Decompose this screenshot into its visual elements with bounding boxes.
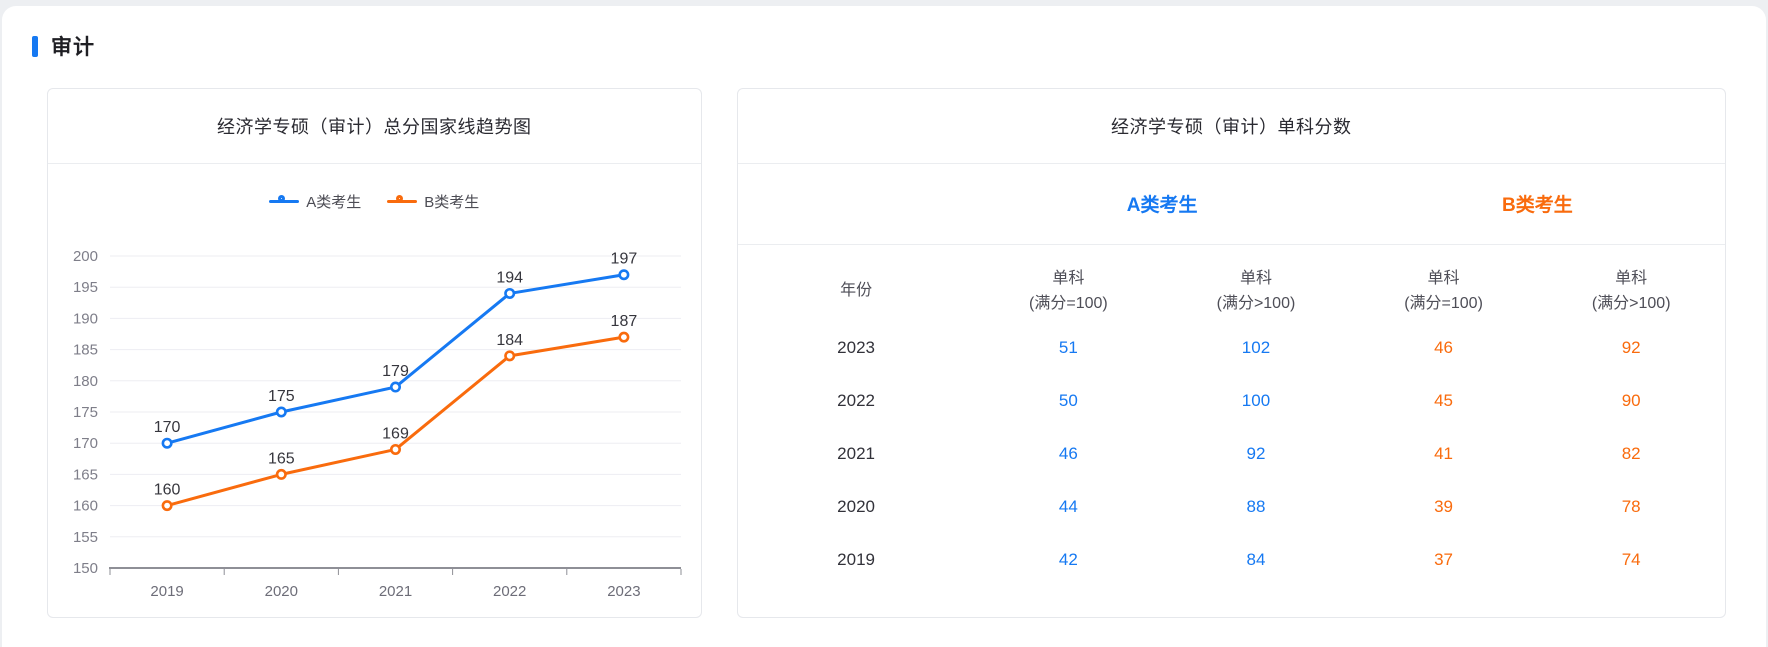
svg-text:184: 184 <box>496 332 523 349</box>
group-header-b: B类考生 <box>1349 164 1725 245</box>
table-row: 2022 50 100 45 90 <box>738 375 1725 428</box>
svg-text:165: 165 <box>268 450 295 467</box>
score-cell: 46 <box>1434 338 1454 357</box>
svg-text:169: 169 <box>382 425 409 442</box>
score-cell: 45 <box>1434 391 1454 410</box>
table-row: 2019 42 84 37 74 <box>738 534 1725 587</box>
score-cell: 50 <box>1058 391 1078 410</box>
svg-text:175: 175 <box>73 404 98 421</box>
svg-text:200: 200 <box>73 248 98 265</box>
table-row: 2021 46 92 41 82 <box>738 428 1725 481</box>
table-row: 2020 44 88 39 78 <box>738 481 1725 534</box>
score-cell: 90 <box>1621 391 1641 410</box>
section-title: 审计 <box>51 36 95 59</box>
svg-text:2020: 2020 <box>264 583 297 600</box>
group-header-a: A类考生 <box>974 164 1350 245</box>
section-marker-icon <box>32 35 38 57</box>
svg-text:2021: 2021 <box>379 583 412 600</box>
svg-text:187: 187 <box>610 313 637 330</box>
score-cell: 84 <box>1246 550 1266 569</box>
score-table: A类考生 B类考生 年份 单科 <box>737 164 1725 587</box>
chart-legend: A类考生 B类考生 <box>269 190 479 212</box>
svg-text:2023: 2023 <box>607 583 640 600</box>
svg-text:175: 175 <box>268 388 295 405</box>
svg-text:155: 155 <box>73 529 98 546</box>
score-cell: 92 <box>1246 444 1266 463</box>
legend-item-b[interactable]: B类考生 <box>387 191 479 212</box>
score-card-header: 经济学专硕（审计）单科分数 <box>737 89 1725 164</box>
column-header-a-single: 单科 (满分=100) <box>1029 269 1108 312</box>
svg-text:170: 170 <box>73 435 98 452</box>
svg-text:2022: 2022 <box>493 583 526 600</box>
line-series-marker-icon <box>269 194 300 203</box>
svg-text:190: 190 <box>73 310 98 327</box>
svg-text:195: 195 <box>73 279 98 296</box>
svg-text:170: 170 <box>154 419 181 436</box>
legend-label: A类考生 <box>306 193 362 211</box>
legend-item-a[interactable]: A类考生 <box>269 191 361 212</box>
svg-text:160: 160 <box>154 482 181 499</box>
column-header-b-single: 单科 (满分=100) <box>1404 269 1483 312</box>
score-table-card: 经济学专硕（审计）单科分数 A类考生 B类考生 <box>736 88 1726 618</box>
score-cell: 37 <box>1434 550 1454 569</box>
group-header-spacer <box>737 164 975 245</box>
svg-text:165: 165 <box>73 466 98 483</box>
score-cell: 100 <box>1241 391 1271 410</box>
year-cell: 2020 <box>837 497 875 516</box>
year-cell: 2023 <box>837 338 875 357</box>
svg-text:180: 180 <box>73 373 98 390</box>
score-cell: 39 <box>1434 497 1454 516</box>
trend-chart-title: 经济学专硕（审计）总分国家线趋势图 <box>217 117 532 137</box>
svg-text:2019: 2019 <box>150 583 183 600</box>
column-header-year: 年份 <box>840 282 873 299</box>
year-cell: 2021 <box>837 444 875 463</box>
trend-line-chart-canvas[interactable]: 150 155 160 165 170 175 180 185 190 195 200 2019 202… <box>48 221 701 617</box>
score-cell: 92 <box>1621 338 1641 357</box>
score-card-title: 经济学专硕（审计）单科分数 <box>1111 117 1352 137</box>
chart-body: A类考生 B类考生 150 155 160 165 170 175 180 185 190 195… <box>48 164 701 617</box>
score-cell: 51 <box>1058 338 1078 357</box>
score-cell: 82 <box>1621 444 1641 463</box>
score-cell: 74 <box>1621 550 1641 569</box>
score-cell: 44 <box>1058 497 1078 516</box>
table-group-header-row: A类考生 B类考生 <box>737 164 1725 245</box>
svg-text:150: 150 <box>73 560 98 577</box>
section-header: 审计 <box>32 31 1726 61</box>
column-header-a-comprehensive: 单科 (满分>100) <box>1216 269 1296 312</box>
main-panel: 审计 经济学专硕（审计）总分国家线趋势图 A类考生 B类考 <box>2 6 1766 647</box>
legend-label: B类考生 <box>424 193 480 211</box>
svg-text:197: 197 <box>610 251 637 268</box>
column-header-b-comprehensive: 单科 (满分>100) <box>1591 269 1671 312</box>
line-series-marker-icon <box>387 194 418 203</box>
score-cell: 46 <box>1058 444 1078 463</box>
table-column-header-row: 年份 单科 (满分=100) 单科 (满分>100) <box>738 244 1725 322</box>
trend-card-header: 经济学专硕（审计）总分国家线趋势图 <box>48 89 701 164</box>
svg-text:179: 179 <box>382 363 409 380</box>
svg-text:185: 185 <box>73 342 98 359</box>
score-cell: 41 <box>1434 444 1454 463</box>
trend-chart-card: 经济学专硕（审计）总分国家线趋势图 A类考生 B类考生 150 155 160 165 <box>47 88 702 618</box>
year-cell: 2019 <box>837 550 875 569</box>
year-cell: 2022 <box>837 391 875 410</box>
table-row: 2023 51 102 46 92 <box>738 322 1725 375</box>
svg-text:160: 160 <box>73 498 98 515</box>
score-cell: 88 <box>1246 497 1266 516</box>
score-cell: 42 <box>1058 550 1078 569</box>
svg-text:194: 194 <box>496 269 523 286</box>
score-cell: 102 <box>1241 338 1271 357</box>
score-cell: 78 <box>1621 497 1641 516</box>
